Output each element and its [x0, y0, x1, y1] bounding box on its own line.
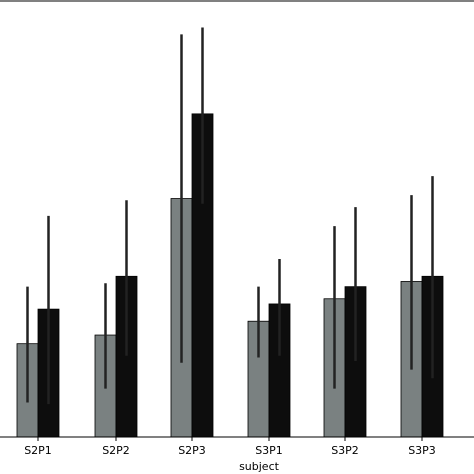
- x-tick-label-s3p1: S3P1: [255, 444, 283, 457]
- x-tick-label-s3p3: S3P3: [408, 444, 436, 457]
- plot-area: [16, 27, 444, 438]
- x-tick-label-s3p2: S3P2: [331, 444, 359, 457]
- x-tick-label-s2p3: S2P3: [178, 444, 206, 457]
- x-tick-label-s2p2: S2P2: [102, 444, 130, 457]
- x-tick-label-s2p1: S2P1: [24, 444, 52, 457]
- x-axis-ticks: S2P1 S2P2 S2P3 S3P1 S3P2 S3P3: [24, 437, 436, 457]
- x-axis-label: subject: [239, 460, 280, 473]
